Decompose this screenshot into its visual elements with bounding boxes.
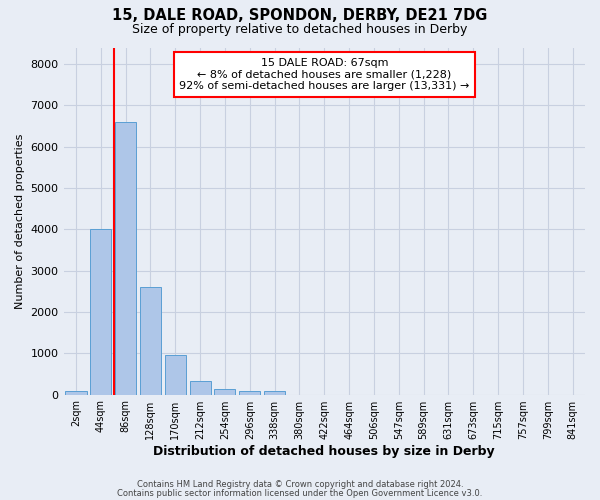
- Bar: [65, 392, 86, 394]
- Bar: [90, 230, 112, 394]
- Text: 15, DALE ROAD, SPONDON, DERBY, DE21 7DG: 15, DALE ROAD, SPONDON, DERBY, DE21 7DG: [112, 8, 488, 22]
- Bar: [165, 356, 186, 395]
- Text: 15 DALE ROAD: 67sqm
← 8% of detached houses are smaller (1,228)
92% of semi-deta: 15 DALE ROAD: 67sqm ← 8% of detached hou…: [179, 58, 469, 91]
- Bar: [214, 389, 235, 394]
- Y-axis label: Number of detached properties: Number of detached properties: [15, 134, 25, 308]
- Bar: [140, 287, 161, 395]
- Bar: [115, 122, 136, 394]
- Text: Contains public sector information licensed under the Open Government Licence v3: Contains public sector information licen…: [118, 488, 482, 498]
- Bar: [239, 392, 260, 394]
- Bar: [264, 392, 285, 394]
- Text: Size of property relative to detached houses in Derby: Size of property relative to detached ho…: [133, 22, 467, 36]
- Bar: [190, 382, 211, 394]
- X-axis label: Distribution of detached houses by size in Derby: Distribution of detached houses by size …: [154, 444, 495, 458]
- Text: Contains HM Land Registry data © Crown copyright and database right 2024.: Contains HM Land Registry data © Crown c…: [137, 480, 463, 489]
